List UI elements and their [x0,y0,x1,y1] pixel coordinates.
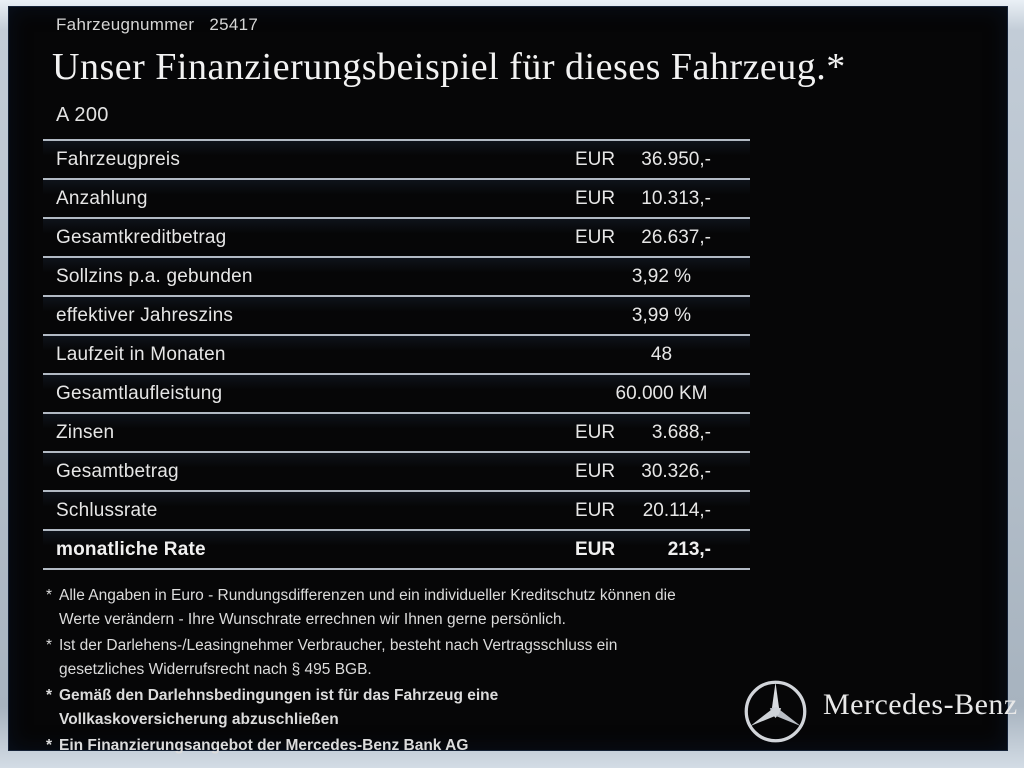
asterisk-marker: * [46,587,53,604]
row-value: 3,99 % [631,304,692,326]
brand-wordmark: Mercedes-Benz [823,688,1018,721]
row-value: 60.000 KM [615,382,708,404]
row-currency: EUR [575,187,616,209]
footnote-line: Ein Finanzierungsangebot der Mercedes-Be… [59,737,469,754]
row-label: Schlussrate [56,499,158,521]
table-row-monthly-rate: monatliche Rate EUR 213,- [43,529,750,568]
row-label: monatliche Rate [56,538,206,560]
row-currency: EUR [575,226,616,248]
row-value: 10.313,- [641,187,711,209]
footnote: * Ein Finanzierungsangebot der Mercedes-… [46,734,752,758]
table-row: Zinsen EUR 3.688,- [43,412,750,451]
row-currency: EUR [575,538,616,560]
financing-sheet: Fahrzeugnummer 25417 Unser Finanzierungsb… [8,6,1017,754]
footnote-line: Gemäß den Darlehnsbedingungen ist für da… [59,687,499,704]
table-row: Fahrzeugpreis EUR 36.950,- [43,139,750,178]
table-row: Anzahlung EUR 10.313,- [43,178,750,217]
row-value: 26.637,- [641,226,711,248]
row-value: 30.326,- [641,460,711,482]
row-label: Anzahlung [56,187,148,209]
asterisk-marker: * [46,687,53,704]
row-currency: EUR [575,460,616,482]
vehicle-number-line: Fahrzeugnummer 25417 [56,15,258,35]
row-value: 3,92 % [631,265,692,287]
row-label: effektiver Jahreszins [56,304,234,326]
row-value: 213,- [667,538,711,560]
footnote-line: gesetzliches Widerrufsrecht nach § 495 B… [59,661,372,678]
row-label: Gesamtbetrag [56,460,179,482]
row-label: Sollzins p.a. gebunden [56,265,253,287]
table-row: effektiver Jahreszins 3,99 % [43,295,750,334]
row-currency: EUR [575,148,616,170]
row-label: Zinsen [56,421,115,443]
page-title: Unser Finanzierungsbeispiel für dieses F… [52,46,846,88]
table-row: Laufzeit in Monaten 48 [43,334,750,373]
footnote-line: Alle Angaben in Euro - Rundungsdifferenz… [59,587,676,604]
footnote-line: Ist der Darlehens-/Leasingnehmer Verbrau… [59,637,618,654]
row-currency: EUR [575,421,616,443]
row-value: 48 [650,343,673,365]
row-value: 20.114,- [642,499,711,521]
row-value: 36.950,- [641,148,711,170]
row-value: 3.688,- [651,421,711,443]
row-currency: EUR [575,499,616,521]
asterisk-marker: * [46,637,53,654]
vehicle-number-value: 25417 [209,15,259,34]
footnote-line: Werte verändern - Ihre Wunschrate errech… [59,611,566,628]
vehicle-model: A 200 [56,104,109,126]
financing-table: Fahrzeugpreis EUR 36.950,- Anzahlung EUR 1… [43,139,750,570]
row-label: Laufzeit in Monaten [56,343,226,365]
table-row: Schlussrate EUR 20.114,- [43,490,750,529]
footnote-line: Vollkaskoversicherung abzuschließen [59,711,339,728]
row-label: Gesamtkreditbetrag [56,226,227,248]
table-row: Gesamtbetrag EUR 30.326,- [43,451,750,490]
footnote: * Alle Angaben in Euro - Rundungsdiffere… [46,584,752,632]
row-label: Gesamtlaufleistung [56,382,223,404]
footnotes: * Alle Angaben in Euro - Rundungsdiffere… [46,584,752,760]
table-row: Gesamtkreditbetrag EUR 26.637,- [43,217,750,256]
brand-logo: Mercedes-Benz [743,679,1017,744]
mercedes-star-icon [744,680,807,743]
table-row: Gesamtlaufleistung 60.000 KM [43,373,750,412]
footnote: * Gemäß den Darlehnsbedingungen ist für … [46,684,752,732]
vehicle-number-label: Fahrzeugnummer [56,15,195,34]
row-label: Fahrzeugpreis [56,148,181,170]
table-row: Sollzins p.a. gebunden 3,92 % [43,256,750,295]
footnote: * Ist der Darlehens-/Leasingnehmer Verbr… [46,634,752,682]
asterisk-marker: * [46,737,53,754]
